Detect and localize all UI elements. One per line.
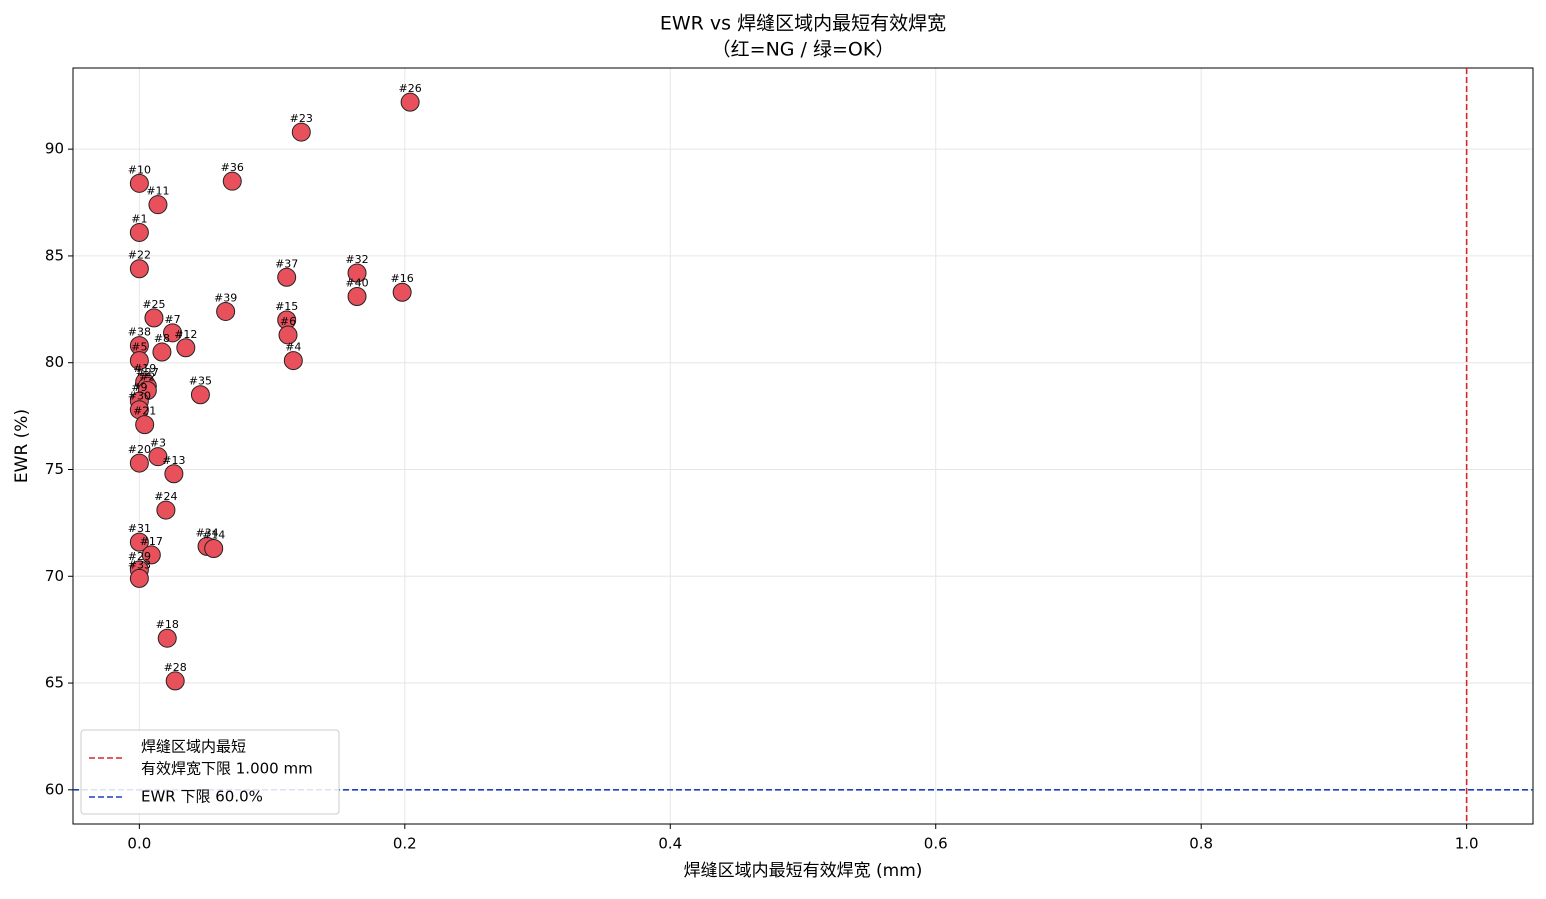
point: [156, 500, 176, 520]
point: [283, 351, 303, 371]
x-axis-label: 焊缝区域内最短有效焊宽 (mm): [684, 861, 923, 881]
point: [157, 628, 177, 648]
point-label: #40: [345, 277, 368, 290]
point: [222, 171, 242, 191]
x-tick-label: 0.6: [924, 835, 948, 853]
point-label: #3: [150, 437, 166, 450]
point-label: #11: [146, 185, 169, 198]
point: [204, 539, 224, 559]
point-label: #9: [131, 381, 147, 394]
plot-frame: [72, 67, 1534, 825]
point-label: #26: [399, 82, 422, 95]
point: [135, 415, 155, 435]
point-label: #23: [290, 112, 313, 125]
point-label: #21: [133, 405, 156, 418]
x-tick-label: 0.4: [658, 835, 682, 853]
point-label: #16: [391, 272, 414, 285]
point-label: #37: [275, 257, 298, 270]
point-label: #35: [189, 375, 212, 388]
point-label: #36: [221, 161, 244, 174]
point: [392, 282, 412, 302]
y-tick-label: 85: [45, 246, 64, 264]
point-label: #5: [131, 341, 147, 354]
point: [148, 195, 168, 215]
point: [129, 568, 149, 588]
legend-label: 焊缝区域内最短: [141, 738, 246, 756]
point: [165, 671, 185, 691]
point-label: #7: [164, 313, 180, 326]
point-label: #8: [154, 332, 170, 345]
x-tick-label: 1.0: [1455, 835, 1479, 853]
point: [164, 464, 184, 484]
point: [176, 338, 196, 358]
point-label: #4: [285, 341, 301, 354]
point: [277, 267, 297, 287]
point: [141, 545, 161, 565]
point-label: #19: [133, 362, 156, 375]
x-tick-label: 0.0: [127, 835, 151, 853]
point: [129, 453, 149, 473]
point-label: #30: [128, 390, 151, 403]
point-label: #22: [128, 249, 151, 262]
point-label: #25: [142, 298, 165, 311]
point-label: #20: [128, 443, 151, 456]
y-tick-label: 75: [45, 460, 64, 478]
point-label: #39: [214, 291, 237, 304]
point-label: #34: [195, 526, 218, 539]
point-label: #31: [128, 522, 151, 535]
point: [148, 447, 168, 467]
point: [129, 259, 149, 279]
point-label: #15: [275, 300, 298, 313]
point-label: #28: [164, 661, 187, 674]
point-label: #1: [131, 212, 147, 225]
point: [347, 287, 367, 307]
legend-label: 有效焊宽下限 1.000 mm: [141, 760, 313, 778]
y-tick-label: 80: [45, 353, 64, 371]
point: [129, 222, 149, 242]
point-label: #38: [128, 326, 151, 339]
point-label: #27: [136, 366, 159, 379]
point: [152, 342, 172, 362]
y-tick-label: 60: [45, 780, 64, 798]
point-label: #29: [128, 550, 151, 563]
point: [278, 325, 298, 345]
point-label: #10: [128, 163, 151, 176]
point: [129, 173, 149, 193]
legend-label: EWR 下限 60.0%: [141, 788, 263, 806]
point: [400, 92, 420, 112]
point: [163, 323, 183, 343]
y-tick-label: 65: [45, 674, 64, 692]
point-label: #13: [162, 454, 185, 467]
y-tick-label: 70: [45, 567, 64, 585]
chart-subtitle: （红=NG / 绿=OK）: [712, 39, 895, 61]
legend-box: [80, 729, 340, 815]
point: [291, 122, 311, 142]
x-tick-label: 0.8: [1189, 835, 1213, 853]
point: [129, 532, 149, 552]
y-tick-label: 90: [45, 140, 64, 158]
point-label: #14: [202, 529, 225, 542]
chart-title: EWR vs 焊缝区域内最短有效焊宽: [660, 13, 946, 35]
point: [144, 308, 164, 328]
point: [190, 385, 210, 405]
point: [129, 351, 149, 371]
point-label: #24: [154, 490, 177, 503]
point-label: #17: [140, 535, 163, 548]
y-axis-label: EWR (%): [12, 409, 32, 483]
point-label: #6: [280, 315, 296, 328]
x-tick-label: 0.2: [393, 835, 417, 853]
point: [216, 301, 236, 321]
point-label: #33: [128, 558, 151, 571]
point-label: #2: [139, 370, 155, 383]
point-label: #18: [156, 618, 179, 631]
point-label: #12: [174, 328, 197, 341]
point: [347, 263, 367, 283]
point-label: #32: [345, 253, 368, 266]
